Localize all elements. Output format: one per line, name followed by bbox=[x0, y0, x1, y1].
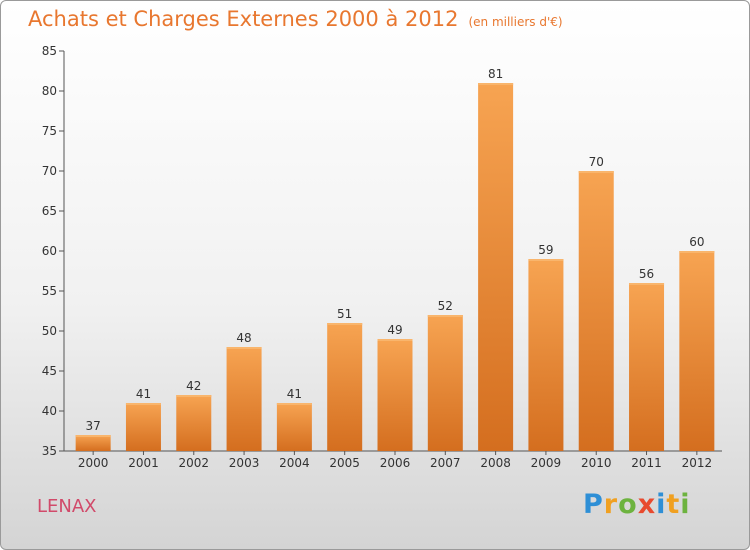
data-label: 52 bbox=[438, 299, 453, 313]
x-tick-label: 2004 bbox=[279, 456, 310, 470]
x-tick-label: 2002 bbox=[178, 456, 209, 470]
data-label: 41 bbox=[287, 387, 302, 401]
logo-letter: i bbox=[680, 489, 691, 520]
data-label: 70 bbox=[589, 155, 604, 169]
logo-letter: P bbox=[583, 489, 604, 520]
x-tick-label: 2001 bbox=[128, 456, 159, 470]
title-unit: (en milliers d'€) bbox=[468, 15, 563, 29]
y-tick-label: 75 bbox=[42, 124, 57, 138]
data-label: 37 bbox=[86, 419, 101, 433]
x-tick-label: 2012 bbox=[682, 456, 713, 470]
bar-top-edge bbox=[427, 315, 463, 317]
logo-letter: r bbox=[603, 489, 619, 520]
y-tick-label: 40 bbox=[42, 404, 57, 418]
data-label: 51 bbox=[337, 307, 352, 321]
y-tick-label: 65 bbox=[42, 204, 57, 218]
logo-letter: i bbox=[656, 489, 667, 520]
x-tick-label: 2009 bbox=[531, 456, 562, 470]
chart-title: Achats et Charges Externes 2000 à 2012 (e… bbox=[28, 7, 563, 31]
y-tick-label: 80 bbox=[42, 84, 57, 98]
bar-top-edge bbox=[679, 251, 715, 253]
y-tick-label: 50 bbox=[42, 324, 57, 338]
bar-top-edge bbox=[176, 395, 212, 397]
bar-top-edge bbox=[377, 339, 413, 341]
bar bbox=[478, 83, 514, 451]
x-tick-label: 2011 bbox=[631, 456, 662, 470]
data-label: 48 bbox=[236, 331, 251, 345]
bar bbox=[226, 347, 262, 451]
bar-top-edge bbox=[276, 403, 312, 405]
place-name: LENAX bbox=[37, 496, 97, 517]
bar-top-edge bbox=[578, 171, 614, 173]
x-tick-label: 2005 bbox=[329, 456, 360, 470]
bar bbox=[427, 315, 463, 451]
bar bbox=[377, 339, 413, 451]
y-tick-label: 35 bbox=[42, 444, 57, 458]
data-label: 56 bbox=[639, 267, 654, 281]
y-tick-label: 85 bbox=[42, 44, 57, 58]
bar bbox=[528, 259, 564, 451]
bar bbox=[75, 435, 111, 451]
x-tick-label: 2003 bbox=[229, 456, 260, 470]
bar-top-edge bbox=[478, 83, 514, 85]
bar-top-edge bbox=[75, 435, 111, 437]
data-label: 81 bbox=[488, 67, 503, 81]
bar-top-edge bbox=[528, 259, 564, 261]
data-label: 49 bbox=[387, 323, 402, 337]
bar bbox=[679, 251, 715, 451]
proxiti-logo: Proxiti bbox=[583, 489, 691, 520]
y-tick-label: 70 bbox=[42, 164, 57, 178]
x-tick-label: 2006 bbox=[380, 456, 411, 470]
data-label: 59 bbox=[538, 243, 553, 257]
bar-top-edge bbox=[125, 403, 161, 405]
bar bbox=[629, 283, 665, 451]
x-tick-label: 2008 bbox=[480, 456, 511, 470]
data-label: 42 bbox=[186, 379, 201, 393]
title-text: Achats et Charges Externes 2000 à 2012 bbox=[28, 7, 459, 31]
logo-letter: x bbox=[637, 489, 657, 520]
y-tick-label: 55 bbox=[42, 284, 57, 298]
logo-letter: o bbox=[618, 489, 638, 520]
y-tick-label: 60 bbox=[42, 244, 57, 258]
data-label: 60 bbox=[689, 235, 704, 249]
bar-top-edge bbox=[327, 323, 363, 325]
logo-letter: t bbox=[666, 489, 681, 520]
y-tick-label: 45 bbox=[42, 364, 57, 378]
bar bbox=[276, 403, 312, 451]
bar-top-edge bbox=[226, 347, 262, 349]
bar bbox=[327, 323, 363, 451]
x-tick-label: 2010 bbox=[581, 456, 612, 470]
bar bbox=[578, 171, 614, 451]
bar bbox=[125, 403, 161, 451]
x-tick-label: 2000 bbox=[78, 456, 109, 470]
x-tick-label: 2007 bbox=[430, 456, 461, 470]
data-label: 41 bbox=[136, 387, 151, 401]
bar bbox=[176, 395, 212, 451]
bar-top-edge bbox=[629, 283, 665, 285]
